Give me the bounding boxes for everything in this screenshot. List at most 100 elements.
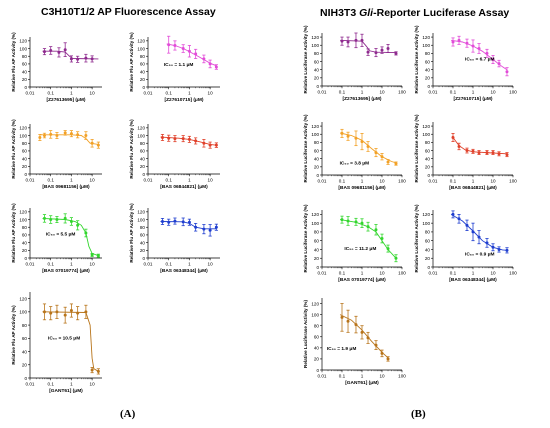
x-tick-label: 1 [188, 178, 191, 183]
y-tick-label: 40 [22, 156, 28, 161]
data-point [354, 220, 358, 224]
x-tick-label: 100 [398, 271, 406, 276]
data-point [214, 225, 218, 229]
x-tick-label: 1 [70, 178, 73, 183]
y-tick-label: 40 [140, 156, 146, 161]
x-tick-label: 10 [208, 262, 214, 267]
x-tick-label: 1 [70, 382, 73, 387]
data-point [49, 311, 53, 315]
data-point [202, 227, 206, 231]
y-tick-label: 120 [422, 212, 430, 217]
data-point [173, 219, 177, 223]
y-tick-label: 80 [22, 141, 28, 146]
y-tick-label: 20 [22, 363, 28, 368]
y-tick-label: 120 [311, 124, 319, 129]
y-tick-label: 120 [137, 39, 145, 44]
x-tick-label: 0.1 [166, 91, 173, 96]
data-point [55, 310, 59, 314]
y-tick-label: 20 [140, 164, 146, 169]
x-tick-label: 1 [361, 374, 364, 379]
y-tick-label: 60 [140, 149, 146, 154]
x-tick-label: 0.01 [26, 91, 35, 96]
y-tick-label: 60 [314, 335, 320, 340]
data-point [451, 135, 455, 139]
fit-curve [42, 217, 99, 257]
y-tick-label: 120 [19, 296, 27, 301]
x-tick-label: 0.1 [48, 262, 55, 267]
right-assay-title: NIH3T3 Gli-Reporter Luciferase Assay [320, 7, 509, 19]
y-tick-label: 0 [24, 256, 27, 261]
data-point [360, 330, 364, 334]
y-tick-label: 60 [22, 233, 28, 238]
data-point [457, 217, 461, 221]
chart-A-6: 0 20 40 60 80 100 120 0.01 0.1 1 10[BAS 06348344] … [129, 203, 220, 274]
data-point [90, 253, 94, 257]
x-tick-label: 100 [509, 271, 517, 276]
x-tick-label: 10 [379, 271, 385, 276]
y-axis-title: Relative Luciferase Activity (%) [303, 300, 308, 368]
data-point [366, 50, 370, 54]
y-tick-label: 0 [316, 265, 319, 270]
x-tick-label: 100 [398, 374, 406, 379]
ic50-annotation: IC₅₀ = 0.9 μM [465, 252, 495, 258]
data-point [49, 48, 53, 52]
data-point [505, 70, 509, 74]
y-tick-label: 20 [140, 77, 146, 82]
data-point [346, 40, 350, 44]
data-point [84, 134, 88, 138]
data-point [380, 351, 384, 355]
x-tick-label: 0.1 [339, 90, 346, 95]
x-axis-title: [BAS 09681156] (μM) [42, 184, 90, 190]
x-tick-label: 0.1 [48, 382, 55, 387]
y-tick-label: 60 [314, 148, 320, 153]
data-point [465, 41, 469, 45]
y-axis-title: Relative Luciferase Activity (%) [414, 114, 419, 182]
data-point [194, 52, 198, 56]
data-point [160, 135, 164, 139]
x-tick-label: 1 [361, 179, 364, 184]
x-tick-label: 0.01 [26, 262, 35, 267]
y-tick-label: 120 [311, 35, 319, 40]
x-tick-label: 0.1 [166, 262, 173, 267]
y-tick-label: 80 [425, 230, 431, 235]
data-point [505, 248, 509, 252]
data-point [96, 254, 100, 258]
chart-A-5: 0 20 40 60 80 100 120 0.01 0.1 1 10[BAS 07019774] … [11, 203, 102, 274]
fit-curve [340, 132, 397, 164]
y-tick-label: 20 [22, 248, 28, 253]
x-tick-label: 10 [379, 374, 385, 379]
y-tick-label: 80 [22, 54, 28, 59]
y-tick-label: 60 [314, 59, 320, 64]
y-axis-title: Relative Luciferase Activity (%) [303, 25, 308, 93]
x-tick-label: 1 [188, 91, 191, 96]
y-tick-label: 120 [19, 39, 27, 44]
x-tick-label: 100 [398, 90, 406, 95]
data-point [187, 49, 191, 53]
data-point [374, 151, 378, 155]
data-point [90, 141, 94, 145]
data-point [208, 228, 212, 232]
fit-curve [450, 214, 508, 251]
x-tick-label: 10 [490, 90, 496, 95]
y-tick-label: 60 [140, 62, 146, 67]
right-title-post: -Reporter Luciferase Assay [373, 7, 510, 19]
y-axis-title: Relative Luciferase Activity (%) [303, 204, 308, 272]
y-tick-label: 0 [316, 84, 319, 89]
data-point [194, 139, 198, 143]
y-tick-label: 20 [140, 248, 146, 253]
data-point [63, 48, 67, 52]
y-tick-label: 80 [140, 54, 146, 59]
data-point [346, 219, 350, 223]
x-tick-label: 0.01 [144, 91, 153, 96]
data-point [366, 336, 370, 340]
data-point [63, 313, 67, 317]
chart-B-10: 0 20 40 60 80 100 120 0.01 0.1 1 10 100 [BAS 0968115… [303, 114, 406, 191]
data-point [366, 225, 370, 229]
y-axis-title: Relative Luciferase Activity (%) [303, 114, 308, 182]
y-tick-label: 80 [22, 225, 28, 230]
chart-B-9: 0 20 40 60 80 100 120 0.01 0.1 1 10 100 [Z27610715] … [414, 25, 517, 102]
x-axis-title: [BAS 09681156] (μM) [338, 185, 386, 191]
data-point [55, 134, 59, 138]
left-assay-title: C3H10T1/2 AP Fluorescence Assay [41, 6, 216, 18]
data-point [69, 57, 73, 61]
